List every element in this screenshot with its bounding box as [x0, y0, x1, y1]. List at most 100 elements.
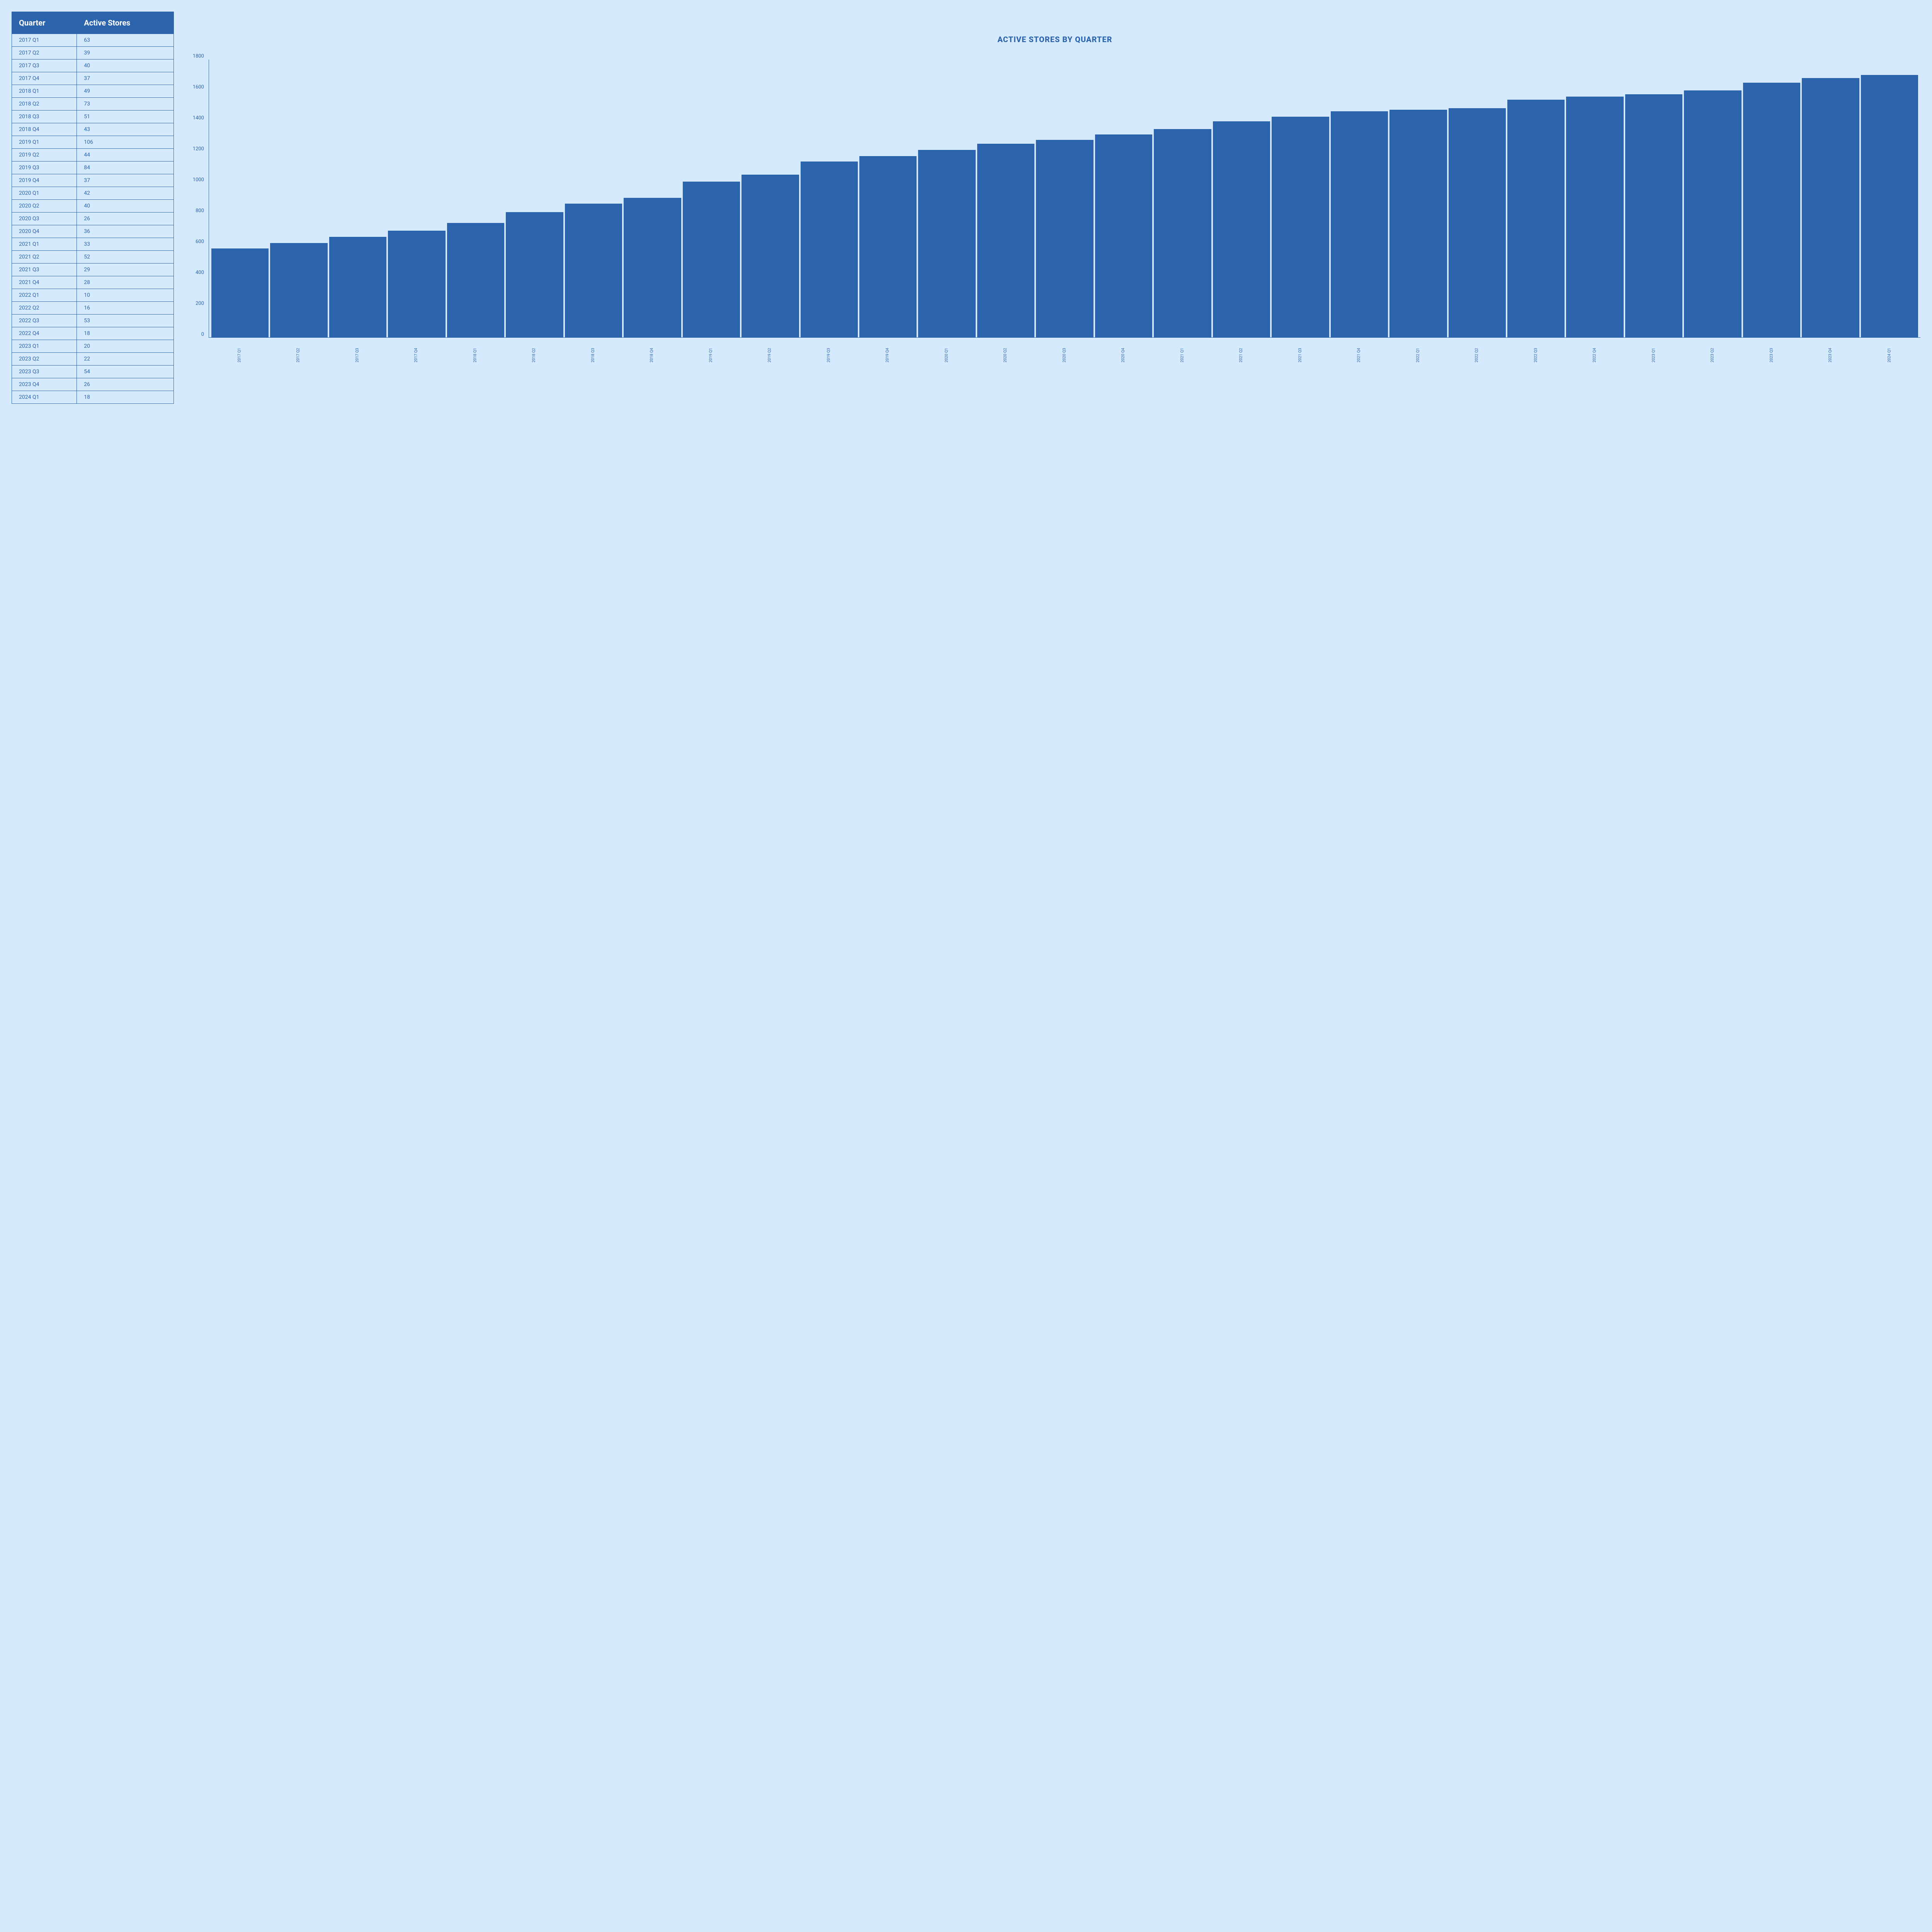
chart-bar	[1566, 97, 1623, 337]
table-row: 2017 Q437	[12, 72, 174, 85]
table-row: 2017 Q340	[12, 60, 174, 72]
table-row: 2021 Q252	[12, 251, 174, 264]
table-body: 2017 Q1632017 Q2392017 Q3402017 Q4372018…	[12, 34, 174, 404]
cell-quarter: 2018 Q1	[12, 85, 77, 98]
cell-value: 53	[77, 315, 174, 327]
chart-bar	[1154, 129, 1211, 337]
x-tick-label: 2018 Q2	[505, 338, 563, 365]
table-row: 2018 Q273	[12, 98, 174, 111]
x-tick-label: 2023 Q1	[1625, 338, 1682, 365]
x-tick-label: 2018 Q3	[565, 338, 622, 365]
chart-bar	[1036, 140, 1093, 337]
cell-value: 73	[77, 98, 174, 111]
x-tick-label: 2022 Q2	[1448, 338, 1505, 365]
cell-quarter: 2023 Q2	[12, 353, 77, 366]
table-row: 2018 Q351	[12, 111, 174, 123]
x-tick-label: 2022 Q1	[1389, 338, 1447, 365]
chart-bar	[565, 204, 622, 337]
x-tick-label: 2021 Q2	[1213, 338, 1270, 365]
cell-value: 37	[77, 174, 174, 187]
chart-bar	[859, 156, 917, 337]
chart-title: ACTIVE STORES BY QUARTER	[189, 35, 1920, 44]
chart-bar	[1389, 110, 1447, 337]
chart-bar	[1272, 117, 1329, 337]
x-tick-label: 2018 Q4	[623, 338, 680, 365]
x-tick-label: 2022 Q4	[1566, 338, 1623, 365]
x-tick-label: 2018 Q1	[447, 338, 504, 365]
chart-bar	[624, 198, 681, 337]
cell-value: 49	[77, 85, 174, 98]
chart-bar	[329, 237, 386, 337]
chart-bar	[388, 231, 445, 337]
table-row: 2019 Q437	[12, 174, 174, 187]
cell-quarter: 2021 Q2	[12, 251, 77, 264]
cell-value: 20	[77, 340, 174, 353]
cell-quarter: 2017 Q3	[12, 60, 77, 72]
cell-quarter: 2021 Q3	[12, 264, 77, 276]
x-tick-label: 2020 Q3	[1036, 338, 1093, 365]
col-header-quarter: Quarter	[12, 12, 77, 34]
cell-quarter: 2017 Q4	[12, 72, 77, 85]
chart-plot-area	[209, 60, 1920, 338]
x-tick-label: 2023 Q2	[1684, 338, 1741, 365]
cell-value: 37	[77, 72, 174, 85]
cell-value: 43	[77, 123, 174, 136]
x-tick-label: 2019 Q2	[741, 338, 798, 365]
chart-bar	[977, 144, 1034, 337]
cell-value: 22	[77, 353, 174, 366]
x-tick-label: 2020 Q2	[977, 338, 1034, 365]
y-axis: 180016001400120010008006004002000	[189, 60, 209, 338]
x-tick-label: 2021 Q3	[1272, 338, 1329, 365]
x-tick-label: 2019 Q3	[800, 338, 857, 365]
chart-bar	[1684, 90, 1741, 337]
cell-quarter: 2021 Q4	[12, 276, 77, 289]
cell-value: 40	[77, 60, 174, 72]
cell-value: 18	[77, 391, 174, 404]
table-row: 2018 Q443	[12, 123, 174, 136]
cell-value: 44	[77, 149, 174, 162]
x-tick-label: 2021 Q1	[1154, 338, 1211, 365]
x-tick-label: 2023 Q3	[1743, 338, 1800, 365]
table-row: 2023 Q354	[12, 366, 174, 378]
table-row: 2024 Q118	[12, 391, 174, 404]
x-tick-label: 2019 Q1	[682, 338, 740, 365]
chart-bar	[211, 248, 269, 337]
table-row: 2023 Q222	[12, 353, 174, 366]
table-row: 2021 Q133	[12, 238, 174, 251]
cell-quarter: 2018 Q4	[12, 123, 77, 136]
cell-value: 106	[77, 136, 174, 149]
x-tick-label: 2020 Q4	[1095, 338, 1152, 365]
cell-value: 16	[77, 302, 174, 315]
cell-quarter: 2020 Q1	[12, 187, 77, 200]
cell-quarter: 2023 Q3	[12, 366, 77, 378]
cell-quarter: 2017 Q1	[12, 34, 77, 47]
table-row: 2020 Q142	[12, 187, 174, 200]
chart-bar	[742, 175, 799, 337]
cell-value: 39	[77, 47, 174, 60]
chart-bar	[1625, 94, 1682, 337]
cell-quarter: 2024 Q1	[12, 391, 77, 404]
x-axis: 2017 Q12017 Q22017 Q32017 Q42018 Q12018 …	[209, 338, 1920, 365]
cell-quarter: 2017 Q2	[12, 47, 77, 60]
x-tick-label: 2021 Q4	[1330, 338, 1388, 365]
chart-bar	[918, 150, 975, 337]
table-row: 2020 Q436	[12, 225, 174, 238]
x-tick-label: 2017 Q1	[211, 338, 268, 365]
cell-quarter: 2019 Q4	[12, 174, 77, 187]
table-row: 2023 Q120	[12, 340, 174, 353]
cell-quarter: 2018 Q3	[12, 111, 77, 123]
cell-quarter: 2022 Q4	[12, 327, 77, 340]
table-header: Quarter Active Stores	[12, 12, 174, 34]
chart-bar	[1449, 108, 1506, 337]
cell-quarter: 2020 Q2	[12, 200, 77, 213]
col-header-active-stores: Active Stores	[77, 12, 174, 34]
table-row: 2017 Q163	[12, 34, 174, 47]
cell-value: 54	[77, 366, 174, 378]
x-tick-label: 2022 Q3	[1507, 338, 1565, 365]
chart-bar	[1331, 111, 1388, 337]
table-row: 2023 Q426	[12, 378, 174, 391]
cell-value: 36	[77, 225, 174, 238]
cell-quarter: 2019 Q3	[12, 162, 77, 174]
chart-bar	[447, 223, 504, 337]
cell-quarter: 2020 Q3	[12, 213, 77, 225]
